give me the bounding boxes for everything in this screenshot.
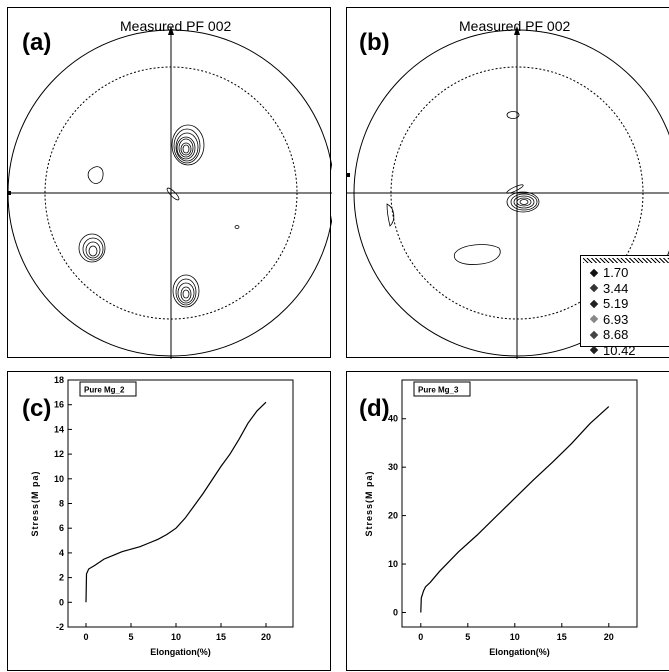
legend-marker-icon [589, 299, 599, 308]
y-tick-label: -2 [56, 622, 64, 632]
series-legend-box [413, 381, 471, 397]
pole-figure-b-plot [347, 26, 669, 359]
contour-peak-small-right [234, 225, 240, 229]
legend-item: 8.68 [581, 327, 669, 343]
x-tick-label: 0 [418, 632, 423, 642]
panel-label-d: (d) [359, 395, 390, 422]
legend-value: 3.44 [603, 280, 629, 296]
pole-figure-panel-a: Measured PF 002 (a) [7, 7, 332, 359]
series-legend-label: Pure Mg_2 [84, 386, 125, 395]
legend-value: 5.19 [603, 296, 629, 311]
x-tick-label: 5 [465, 632, 470, 642]
contour-peak-top [171, 124, 205, 166]
legend-hatch-bar [583, 258, 669, 263]
x-tick-label: 0 [83, 632, 88, 642]
stress-strain-chart-d: Pure Mg_3 0 5 10 15 20 0 10 20 30 40 Elongation(%) S… [364, 379, 638, 657]
x-tick-label: 15 [216, 632, 226, 642]
stress-strain-curve [85, 401, 267, 603]
stress-strain-panel-c: Pure Mg_2 0 5 10 15 20 -2 0 2 4 6 8 10 12 14 16 18 Elonga… [7, 371, 331, 671]
y-tick-label: 10 [54, 474, 64, 484]
contour-peak-top [506, 111, 520, 119]
series-legend-box [79, 381, 137, 397]
contour-peak-left-upper [87, 166, 104, 184]
contour-streak [506, 184, 524, 194]
contour-peak-lower-left [453, 244, 501, 265]
plot-frame [401, 379, 638, 628]
contour-peak-center [166, 187, 180, 201]
y-axis-label: Stress(M pa) [30, 470, 40, 536]
y-tick-label: 20 [388, 511, 398, 521]
y-tick-label: 8 [59, 499, 64, 509]
stress-strain-chart-c: Pure Mg_2 0 5 10 15 20 -2 0 2 4 6 8 10 12 14 16 18 Elonga… [30, 375, 294, 657]
y-tick-label: 40 [388, 414, 398, 424]
y-tick-label: 18 [54, 375, 64, 385]
legend-marker-icon [589, 314, 599, 324]
y-axis-label: Stress(M pa) [364, 470, 374, 536]
y-tick-label: 12 [54, 449, 64, 459]
stress-strain-curve [420, 406, 610, 613]
contour-legend: 1.70 3.44 5.19 6.93 8.68 10.42 [580, 255, 669, 358]
legend-marker-icon [589, 283, 599, 293]
left-axis-marker [8, 191, 11, 195]
x-tick-label: 5 [128, 632, 133, 642]
x-axis-label: Elongation(%) [489, 647, 550, 657]
legend-item: 1.70 [581, 265, 669, 281]
legend-item: 10.42 [581, 343, 669, 359]
y-tick-label: 0 [59, 597, 64, 607]
stress-strain-panel-d: Pure Mg_3 0 5 10 15 20 0 10 20 30 40 Elongation(%) S… [346, 371, 669, 671]
legend-value: 8.68 [603, 327, 629, 342]
contour-peak-center-right [506, 191, 540, 213]
legend-marker-icon [589, 345, 599, 355]
axis-arrow-icon [168, 26, 174, 35]
panel-label-c: (c) [22, 395, 52, 422]
contour-peak-left-lower [78, 233, 106, 263]
legend-item: 3.44 [581, 281, 669, 297]
series-legend: Pure Mg_2 [79, 381, 137, 397]
y-tick-label: 2 [59, 573, 64, 583]
legend-value: 6.93 [603, 311, 629, 327]
y-tick-label: 4 [59, 548, 64, 558]
plot-frame [67, 379, 294, 628]
y-tick-label: 10 [388, 559, 398, 569]
pole-figure-a-plot [8, 26, 332, 359]
x-tick-label: 15 [557, 632, 567, 642]
left-axis-marker [347, 173, 350, 177]
series-legend: Pure Mg_3 [413, 381, 471, 397]
pole-figure-title: Measured PF 002 [459, 18, 571, 34]
legend-marker-icon [589, 330, 599, 339]
y-tick-label: 16 [54, 400, 64, 410]
series-legend-label: Pure Mg_3 [418, 386, 459, 395]
legend-marker-icon [589, 268, 599, 277]
legend-value: 1.70 [603, 265, 629, 280]
panel-label-b: (b) [359, 29, 390, 56]
y-tick-label: 14 [54, 424, 64, 434]
x-tick-label: 10 [171, 632, 181, 642]
x-tick-label: 20 [604, 632, 614, 642]
axis-arrow-icon [514, 26, 520, 35]
x-axis-label: Elongation(%) [150, 647, 211, 657]
panel-label-a: (a) [22, 29, 52, 56]
x-tick-label: 10 [510, 632, 520, 642]
y-tick-label: 6 [59, 523, 64, 533]
legend-item: 6.93 [581, 312, 669, 328]
x-tick-label: 20 [261, 632, 271, 642]
y-tick-label: 30 [388, 462, 398, 472]
legend-item: 5.19 [581, 296, 669, 312]
y-tick-label: 0 [393, 607, 398, 617]
legend-value: 10.42 [603, 342, 636, 358]
contour-peak-left-edge [386, 203, 395, 227]
pole-figure-title: Measured PF 002 [120, 18, 232, 34]
contour-peak-bottom [172, 274, 200, 308]
